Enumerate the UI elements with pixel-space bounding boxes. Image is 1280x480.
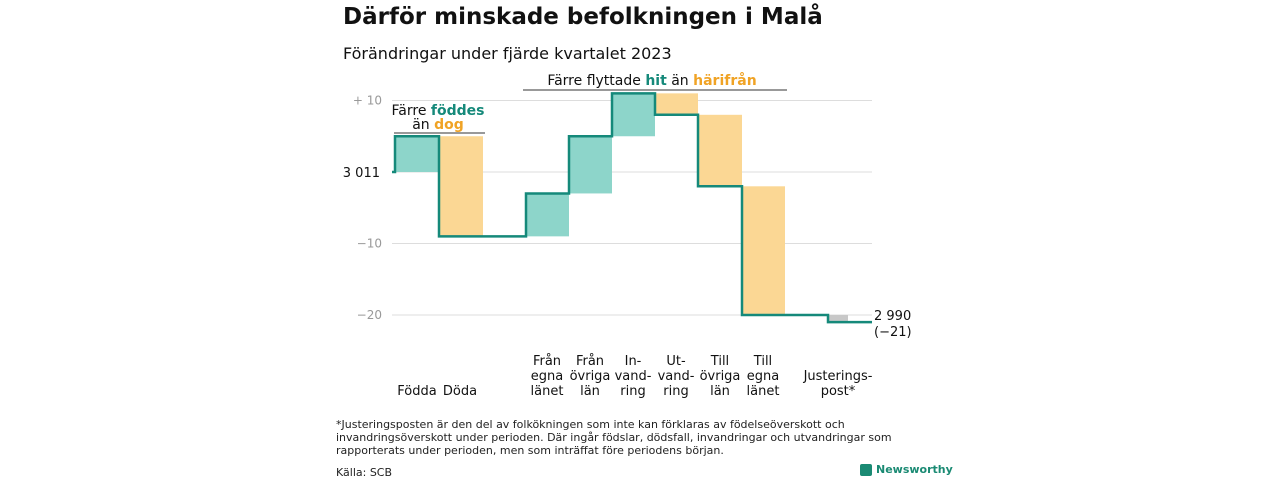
category-label: vand-	[658, 369, 695, 384]
category-label: övriga	[700, 369, 741, 384]
bar-in	[612, 93, 655, 137]
y-tick-label: + 10	[353, 94, 382, 108]
annotation-migration: Färre flyttade hit än härifrån	[547, 72, 756, 89]
source-label: Källa: SCB	[336, 466, 393, 479]
category-label: egna	[747, 369, 779, 384]
bar-in	[395, 136, 439, 172]
category-label: Döda	[443, 384, 477, 399]
category-label: övriga	[570, 369, 611, 384]
y-tick-label: −20	[357, 308, 382, 322]
newsworthy-icon	[860, 463, 872, 476]
category-label: ring	[620, 384, 645, 399]
category-label: egna	[531, 369, 563, 384]
category-label: Från	[576, 354, 604, 369]
cumulative-line	[392, 92, 872, 324]
footnote: *Justeringsposten är den del av folkökni…	[336, 418, 892, 457]
chart-subtitle: Förändringar under fjärde kvartalet 2023	[343, 44, 672, 63]
bar-adjust	[828, 315, 848, 323]
category-label: länet	[747, 384, 780, 399]
bar-in	[569, 136, 612, 194]
category-label: ring	[663, 384, 688, 399]
end-value-label: 2 990	[874, 309, 911, 324]
annotation-births-line2: än dog	[412, 117, 464, 133]
category-label: Ut-	[666, 354, 686, 369]
category-label: In-	[625, 354, 642, 369]
y-tick-label: −10	[357, 237, 382, 251]
brand-name: Newsworthy	[876, 463, 953, 476]
category-label: Till	[753, 354, 772, 369]
category-label: Justerings-	[803, 369, 873, 384]
category-label: län	[710, 384, 730, 399]
bar-out	[698, 114, 742, 187]
end-change-label: (−21)	[874, 325, 912, 340]
start-value-label: 3 011	[343, 166, 380, 181]
annotation-births-line1: Färre föddes	[392, 103, 485, 119]
category-label: Födda	[397, 384, 436, 399]
category-label: Från	[533, 354, 561, 369]
chart-title: Därför minskade befolkningen i Malå	[343, 4, 823, 30]
bar-out	[655, 93, 698, 115]
bar-out	[742, 186, 785, 315]
bar-in	[526, 193, 569, 237]
category-label: län	[580, 384, 600, 399]
bar-out	[439, 136, 483, 237]
brand-logo: Newsworthy	[860, 463, 953, 476]
category-label: post*	[821, 384, 856, 399]
category-label: vand-	[615, 369, 652, 384]
category-label: länet	[531, 384, 564, 399]
category-label: Till	[710, 354, 729, 369]
